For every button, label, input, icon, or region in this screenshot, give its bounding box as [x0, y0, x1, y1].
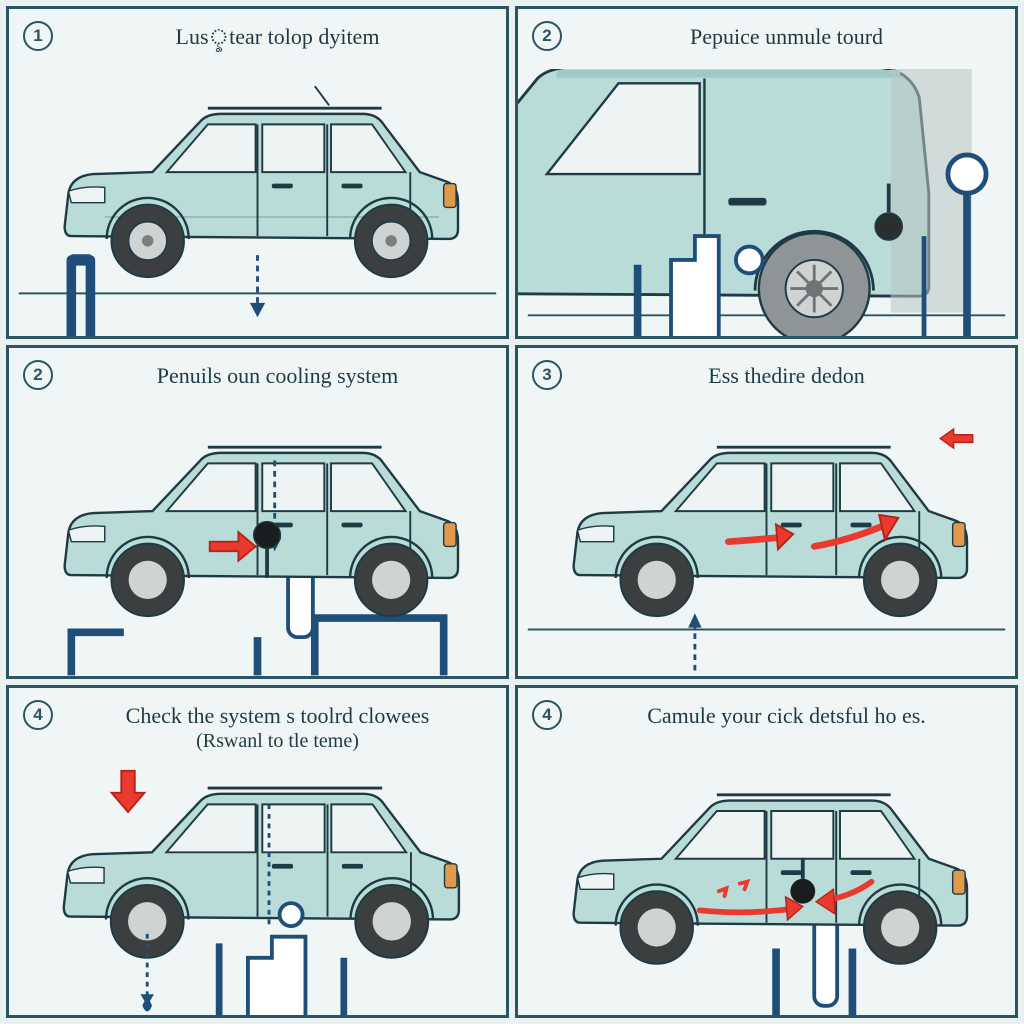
panel-title: Pepuice unmule tourd: [578, 23, 995, 51]
panel-step-1: 1 Lusৢtear tolop dyitem: [6, 6, 509, 339]
panel-title: Check the system s toolrd clowees (Rswan…: [69, 702, 486, 755]
panel-title: Lusৢtear tolop dyitem: [69, 23, 486, 51]
car-diagram: [518, 408, 1015, 675]
step-number-badge: 2: [23, 360, 53, 390]
panel-step-2-cooling: 2 Penuils oun cooling system: [6, 345, 509, 678]
suv-icon: [65, 86, 458, 277]
step-number-badge: 3: [532, 360, 562, 390]
step-number-badge: 1: [23, 21, 53, 51]
illustration-area: [9, 766, 506, 1015]
panel-title: Penuils oun cooling system: [69, 362, 486, 390]
panel-step-2-zoom: 2 Pepuice unmule tourd: [515, 6, 1018, 339]
step-number-badge: 4: [23, 700, 53, 730]
arrow-down-icon: [112, 770, 145, 811]
illustration-area: [518, 748, 1015, 1015]
panel-title: Camule your cick detsful ho es.: [578, 702, 995, 730]
infographic-grid: 1 Lusৢtear tolop dyitem: [6, 6, 1018, 1018]
step-number-badge: 4: [532, 700, 562, 730]
car-diagram: [9, 69, 506, 336]
car-diagram: [518, 748, 1015, 1015]
panel-step-4-check: 4 Check the system s toolrd clowees (Rsw…: [6, 685, 509, 1018]
panel-title: Ess thedire dedon: [578, 362, 995, 390]
illustration-area: [9, 408, 506, 675]
car-rear-zoom: [518, 69, 1015, 336]
step-number-badge: 2: [532, 21, 562, 51]
illustration-area: [518, 69, 1015, 336]
car-diagram: [9, 408, 506, 675]
panel-subtitle: (Rswanl to tle teme): [69, 729, 486, 754]
illustration-area: [518, 408, 1015, 675]
panel-step-4-camule: 4 Camule your cick detsful ho es.: [515, 685, 1018, 1018]
illustration-area: [9, 69, 506, 336]
car-diagram: [9, 766, 506, 1015]
panel-step-3: 3 Ess thedire dedon: [515, 345, 1018, 678]
